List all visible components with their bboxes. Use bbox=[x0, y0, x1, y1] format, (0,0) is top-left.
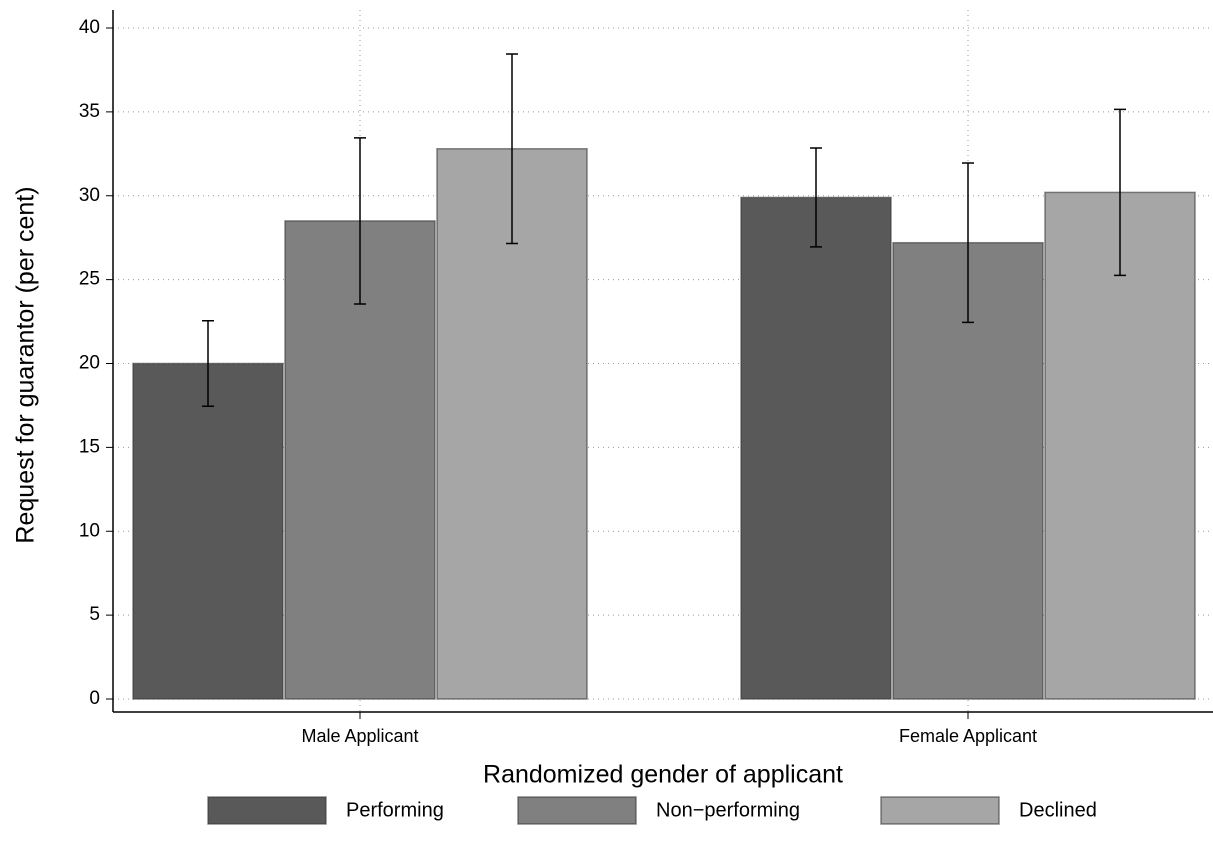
y-tick-label: 5 bbox=[89, 604, 100, 625]
legend-label: Performing bbox=[346, 799, 444, 821]
y-tick-label: 30 bbox=[79, 185, 100, 206]
y-axis-title: Request for guarantor (per cent) bbox=[12, 186, 40, 543]
legend-label: Non−performing bbox=[656, 799, 800, 821]
x-tick-label: Female Applicant bbox=[899, 726, 1037, 746]
error-bar bbox=[506, 53, 518, 245]
bar bbox=[1044, 191, 1196, 700]
error-bar bbox=[1114, 108, 1126, 277]
y-tick-label: 20 bbox=[79, 353, 100, 374]
legend-label: Declined bbox=[1019, 799, 1097, 821]
y-tick-label: 35 bbox=[79, 101, 100, 122]
bar bbox=[740, 196, 892, 700]
x-tick-label: Male Applicant bbox=[301, 726, 418, 746]
legend-swatch bbox=[517, 796, 637, 825]
bar bbox=[132, 362, 284, 700]
y-tick-label: 10 bbox=[79, 520, 100, 541]
y-tick-label: 40 bbox=[79, 17, 100, 38]
legend-swatch bbox=[207, 796, 327, 825]
x-axis-title: Randomized gender of applicant bbox=[483, 761, 843, 789]
error-bar bbox=[354, 137, 366, 305]
y-tick-label: 15 bbox=[79, 436, 100, 457]
y-tick-label: 0 bbox=[89, 688, 100, 709]
error-bar bbox=[962, 162, 974, 324]
legend-swatch bbox=[880, 796, 1000, 825]
error-bar bbox=[202, 319, 214, 408]
y-tick-label: 25 bbox=[79, 269, 100, 290]
error-bar bbox=[810, 147, 822, 248]
